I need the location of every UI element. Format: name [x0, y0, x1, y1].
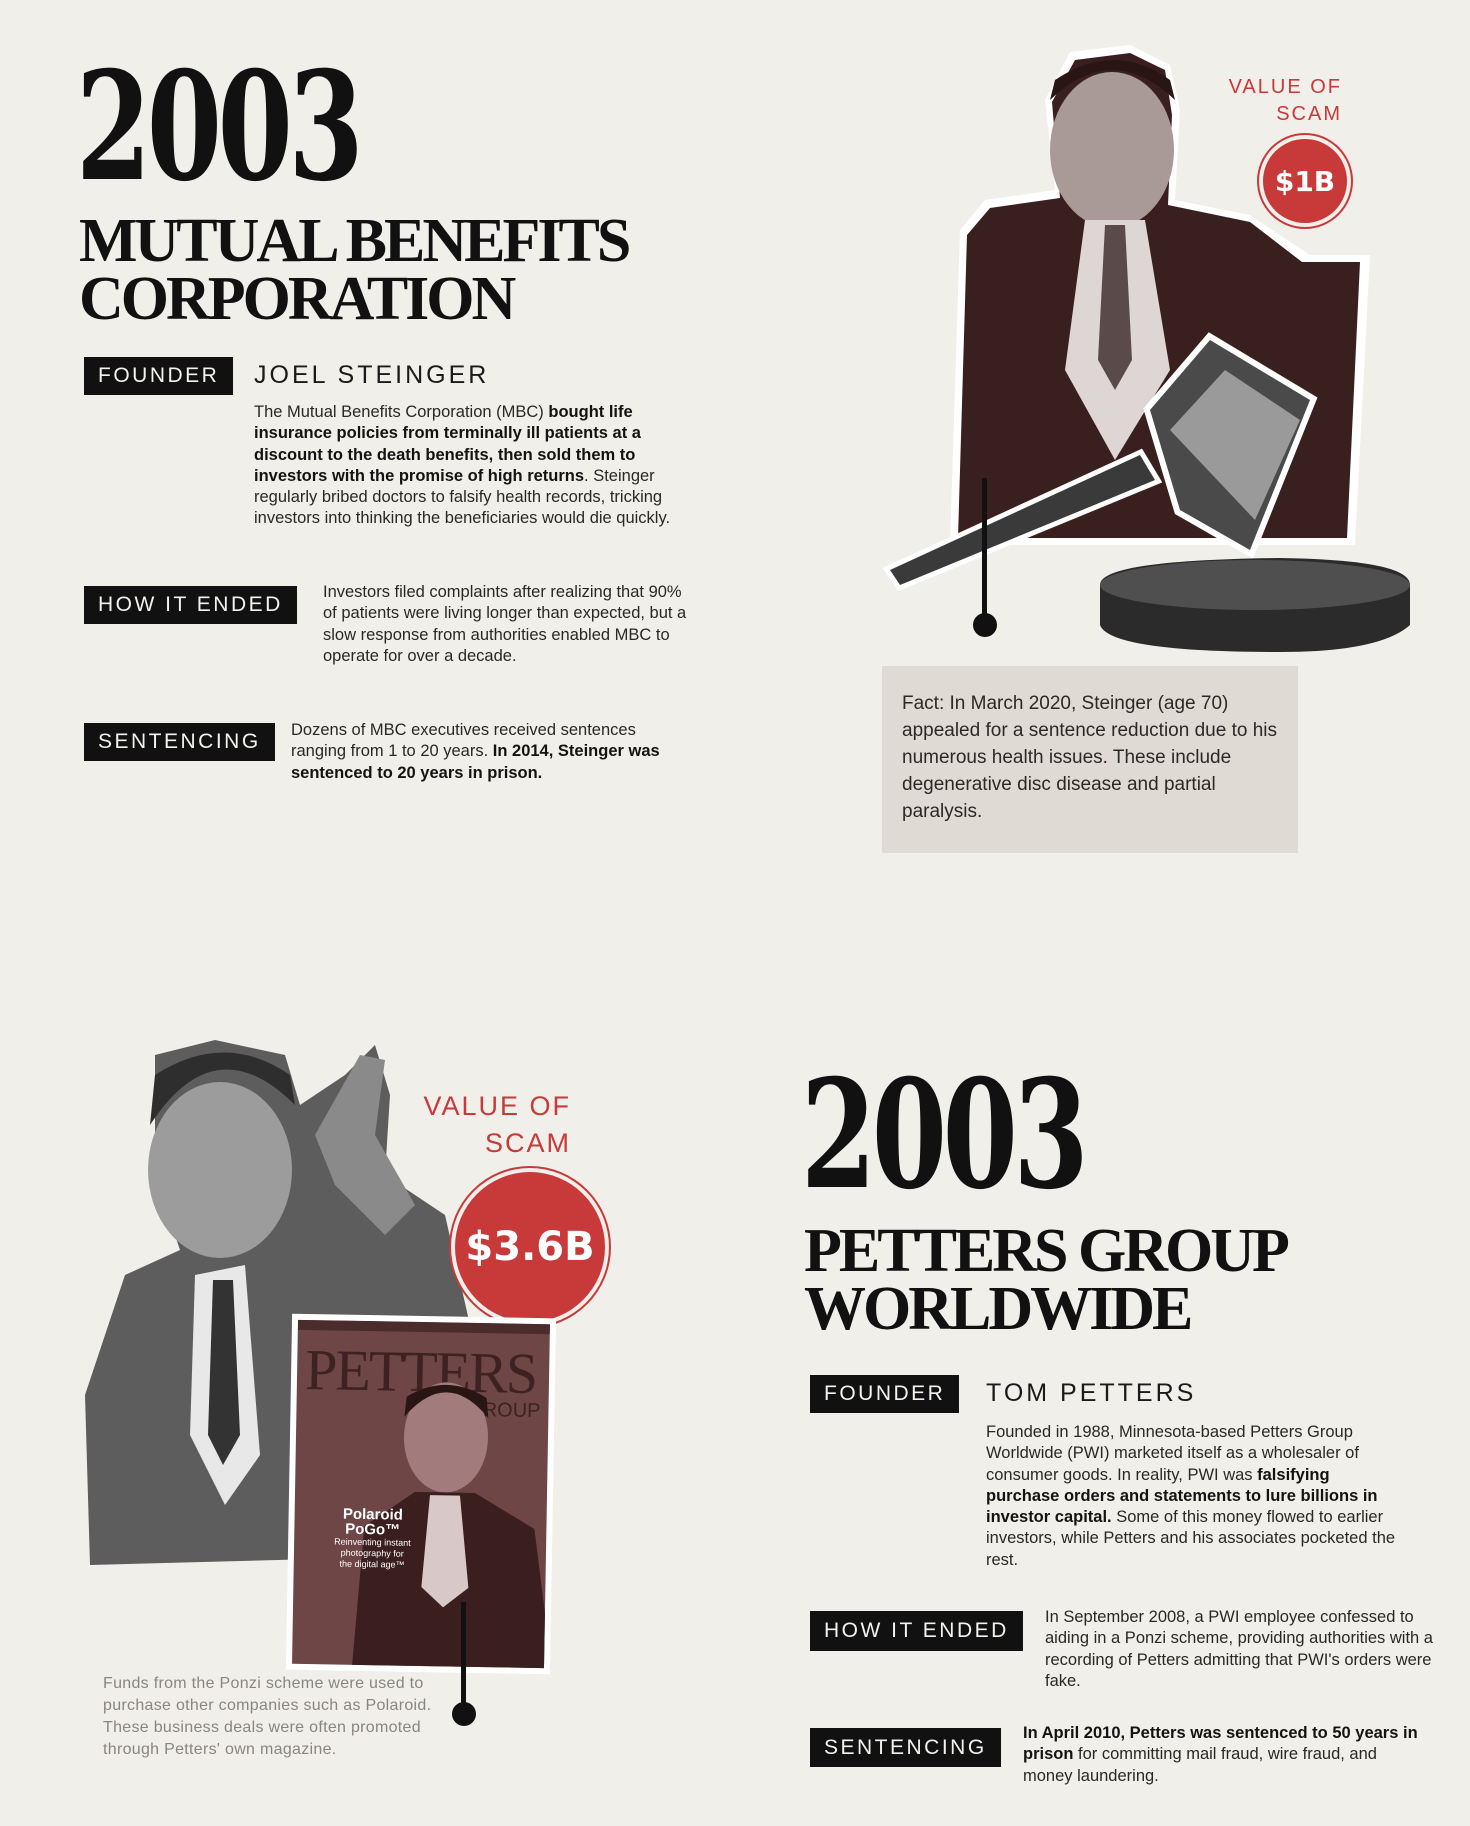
- text-segment: Dozens of MBC executives received senten…: [291, 721, 636, 761]
- pin-line: [461, 1602, 466, 1710]
- how-it-ended-description: Investors filed complaints after realizi…: [323, 583, 687, 665]
- text-segment: for committing mail fraud, wire fraud, a…: [1023, 1745, 1377, 1785]
- pin-dot: [452, 1702, 476, 1726]
- title-line: MUTUAL BENEFITS: [79, 207, 631, 275]
- magazine-cover: PETTERS GROUP Polaroid PoGo™ Reinventing…: [292, 1319, 550, 1669]
- label-line: VALUE OF: [423, 1091, 571, 1121]
- pin-line: [982, 478, 987, 618]
- magazine-caption: Funds from the Ponzi scheme were used to…: [103, 1675, 432, 1758]
- label-line: VALUE OF: [1228, 76, 1342, 98]
- founder-label: FOUNDER: [810, 1375, 960, 1413]
- sentencing-label: SENTENCING: [810, 1728, 1001, 1767]
- title-line: CORPORATION: [79, 265, 516, 333]
- mbc-title: MUTUAL BENEFITS CORPORATION: [79, 207, 631, 333]
- text-segment-bold: In April 2010, Petters was sentenced to …: [1023, 1724, 1418, 1764]
- label-line: SCAM: [484, 1128, 571, 1158]
- cover-line: PoGo™: [345, 1520, 401, 1539]
- cover-line: the digital age™: [339, 1558, 405, 1570]
- how-it-ended-label: HOW IT ENDED: [810, 1611, 1023, 1651]
- text-segment: Some of this money flowed to earlier inv…: [986, 1508, 1396, 1569]
- founder-name: TOM PETTERS: [986, 1379, 1197, 1407]
- petters-magazine: PETTERS GROUP Polaroid PoGo™ Reinventing…: [285, 1313, 557, 1675]
- magazine-cover-lines: Polaroid PoGo™ Reinventing instant photo…: [334, 1506, 412, 1570]
- scam-value-badge: $1B: [1263, 139, 1347, 223]
- magazine-portrait: [351, 1382, 550, 1669]
- founder-description: The Mutual Benefits Corporation (MBC) bo…: [254, 402, 694, 530]
- text-segment-bold: bought life insurance policies from term…: [254, 403, 641, 485]
- gavel-icon: [882, 332, 1410, 652]
- sentencing-description: Dozens of MBC executives received senten…: [291, 720, 671, 784]
- how-it-ended-label: HOW IT ENDED: [84, 586, 297, 624]
- value-of-scam-label: VALUE OF SCAM: [1180, 74, 1342, 128]
- title-line: PETTERS GROUP: [804, 1217, 1290, 1285]
- scam-value-badge: $3.6B: [455, 1172, 605, 1322]
- how-it-ended-description: In September 2008, a PWI employee confes…: [1045, 1608, 1433, 1690]
- value-of-scam-label: VALUE OF SCAM: [380, 1088, 571, 1162]
- founder-label: FOUNDER: [84, 357, 234, 395]
- text-segment-bold: falsifying purchase orders and statement…: [986, 1465, 1378, 1527]
- fact-box: Fact: In March 2020, Steinger (age 70) a…: [882, 666, 1298, 853]
- text-segment: The Mutual Benefits Corporation (MBC): [254, 403, 549, 421]
- pin-dot: [973, 613, 997, 637]
- founder-description: Founded in 1988, Minnesota-based Petters…: [986, 1422, 1406, 1571]
- text-segment-bold: In 2014, Steinger was sentenced to 20 ye…: [291, 742, 660, 782]
- label-line: SCAM: [1276, 103, 1342, 125]
- text-segment: Founded in 1988, Minnesota-based Petters…: [986, 1423, 1359, 1484]
- petters-year: 2003: [801, 1047, 1089, 1223]
- sentencing-label: SENTENCING: [84, 723, 275, 761]
- sentencing-description: In April 2010, Petters was sentenced to …: [1023, 1723, 1423, 1787]
- title-line: WORLDWIDE: [804, 1275, 1193, 1343]
- founder-name: JOEL STEINGER: [254, 361, 490, 389]
- magazine-top-band: [297, 1319, 550, 1335]
- petters-title: PETTERS GROUP WORLDWIDE: [804, 1217, 1290, 1343]
- text-segment: . Steinger regularly bribed doctors to f…: [254, 466, 671, 528]
- mbc-year: 2003: [76, 39, 364, 215]
